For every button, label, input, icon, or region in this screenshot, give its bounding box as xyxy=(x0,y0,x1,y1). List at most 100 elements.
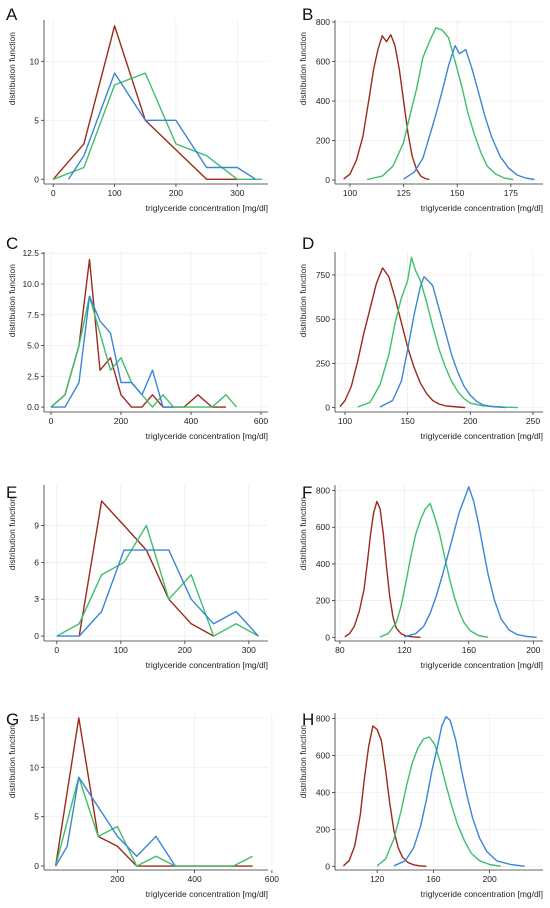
y-tick-label: 200 xyxy=(316,136,330,146)
x-tick-label: 600 xyxy=(254,416,268,426)
y-tick-label: 800 xyxy=(316,486,330,496)
x-tick-label: 100 xyxy=(114,645,128,655)
panel-label: E xyxy=(6,483,17,502)
y-tick-label: 10 xyxy=(30,762,40,772)
y-axis-label: distribution function xyxy=(7,264,17,338)
y-axis-label: distribution function xyxy=(7,497,17,571)
y-tick-label: 400 xyxy=(316,559,330,569)
x-tick-label: 120 xyxy=(397,645,411,655)
y-tick-label: 800 xyxy=(316,714,330,724)
x-tick-label: 0 xyxy=(51,188,56,198)
y-tick-label: 250 xyxy=(316,358,330,368)
y-axis-label: distribution function xyxy=(7,725,17,799)
series-line-1 xyxy=(54,717,253,867)
x-tick-label: 300 xyxy=(230,188,244,198)
y-tick-label: 0 xyxy=(325,403,330,413)
series-line-2 xyxy=(367,27,514,181)
y-tick-label: 0 xyxy=(325,861,330,871)
series-line-3 xyxy=(379,276,506,409)
y-tick-label: 500 xyxy=(316,314,330,324)
series-line-3 xyxy=(67,72,257,180)
y-tick-label: 200 xyxy=(316,824,330,834)
y-tick-label: 3 xyxy=(34,594,39,604)
series-line-2 xyxy=(56,524,259,637)
x-tick-label: 125 xyxy=(397,188,411,198)
panel-label: A xyxy=(6,5,18,24)
panel-d: D 100 150 200 250 0 250 500 750 triglyceride conc… xyxy=(298,234,543,441)
y-tick-label: 600 xyxy=(316,522,330,532)
y-tick-label: 0 xyxy=(325,632,330,642)
y-tick-label: 0 xyxy=(325,175,330,185)
panel-label: B xyxy=(302,5,313,24)
x-tick-label: 100 xyxy=(338,416,352,426)
series-line-3 xyxy=(51,295,174,408)
x-tick-label: 120 xyxy=(370,874,384,884)
series-line-2 xyxy=(357,256,518,409)
y-tick-label: 10.0 xyxy=(22,279,39,289)
y-tick-label: 600 xyxy=(316,750,330,760)
series-line-1 xyxy=(343,34,430,181)
y-tick-label: 0 xyxy=(34,861,39,871)
series-line-1 xyxy=(344,500,421,638)
y-axis-label: distribution function xyxy=(298,725,308,799)
x-tick-label: 200 xyxy=(110,874,124,884)
x-tick-label: 400 xyxy=(188,874,202,884)
series-line-1 xyxy=(50,258,226,408)
x-tick-label: 200 xyxy=(463,416,477,426)
x-axis-label: triglyceride concentration [mg/dl] xyxy=(146,431,268,441)
panel-a: A 0 100 200 300 0 5 10 triglyceride concentratio… xyxy=(6,5,268,213)
x-tick-label: 200 xyxy=(526,645,540,655)
y-tick-label: 5 xyxy=(34,115,39,125)
series-line-2 xyxy=(52,72,262,181)
x-tick-label: 100 xyxy=(343,188,357,198)
y-axis-label: distribution function xyxy=(298,497,308,571)
x-tick-label: 150 xyxy=(401,416,415,426)
x-axis-label: triglyceride concentration [mg/dl] xyxy=(421,889,543,899)
series-line-3 xyxy=(56,549,259,637)
series-line-2 xyxy=(379,502,489,638)
series-line-2 xyxy=(54,776,253,867)
series-line-1 xyxy=(342,725,427,867)
y-tick-label: 5 xyxy=(34,812,39,822)
x-tick-label: 160 xyxy=(426,874,440,884)
y-tick-label: 200 xyxy=(316,596,330,606)
x-tick-label: 0 xyxy=(49,416,54,426)
y-tick-label: 600 xyxy=(316,56,330,66)
x-tick-label: 200 xyxy=(169,188,183,198)
y-tick-label: 7.5 xyxy=(27,310,39,320)
x-tick-label: 600 xyxy=(265,874,279,884)
x-tick-label: 400 xyxy=(184,416,198,426)
y-axis-label: distribution function xyxy=(7,32,17,106)
x-axis-label: triglyceride concentration [mg/dl] xyxy=(146,203,268,213)
y-tick-label: 12.5 xyxy=(22,248,39,258)
x-tick-label: 300 xyxy=(242,645,256,655)
series-line-3 xyxy=(54,776,176,867)
series-line-3 xyxy=(403,45,535,181)
y-tick-label: 750 xyxy=(316,270,330,280)
x-tick-label: 80 xyxy=(335,645,345,655)
x-tick-label: 200 xyxy=(114,416,128,426)
panel-label: C xyxy=(6,234,18,253)
x-tick-label: 250 xyxy=(526,416,540,426)
x-tick-label: 150 xyxy=(450,188,464,198)
series-line-1 xyxy=(78,500,214,637)
panel-label: G xyxy=(6,710,19,729)
x-axis-label: triglyceride concentration [mg/dl] xyxy=(146,889,268,899)
y-tick-label: 15 xyxy=(30,713,40,723)
y-tick-label: 9 xyxy=(34,521,39,531)
panel-label: F xyxy=(302,483,312,502)
y-tick-label: 400 xyxy=(316,787,330,797)
series-line-3 xyxy=(404,486,537,638)
x-tick-label: 175 xyxy=(504,188,518,198)
y-tick-label: 5.0 xyxy=(27,341,39,351)
panel-e: E 0 100 200 300 0 3 6 9 triglyceride concentratio… xyxy=(6,483,268,670)
y-axis-label: distribution function xyxy=(298,264,308,338)
series-line-1 xyxy=(52,25,238,181)
series-line-2 xyxy=(376,736,501,867)
x-axis-label: triglyceride concentration [mg/dl] xyxy=(421,660,543,670)
x-axis-label: triglyceride concentration [mg/dl] xyxy=(146,660,268,670)
panel-c: C 0 200 400 600 0.0 2.5 5.0 7.5 10.0 12.5 triglycer… xyxy=(6,234,268,441)
x-tick-label: 0 xyxy=(54,645,59,655)
panel-f: F 80 120 160 200 0 200 400 600 800 triglyceride co… xyxy=(298,483,543,670)
